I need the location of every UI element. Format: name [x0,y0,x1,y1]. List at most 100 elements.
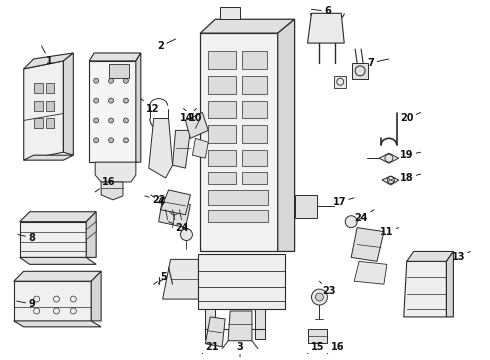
Text: 3: 3 [237,342,244,357]
Polygon shape [86,212,96,257]
Polygon shape [63,53,74,155]
Polygon shape [14,271,101,281]
Text: 23: 23 [319,281,336,296]
Text: 4: 4 [151,195,164,207]
Text: 8: 8 [18,233,35,243]
Text: 24: 24 [169,222,189,233]
Bar [34,83,43,93]
Bar [46,83,54,93]
Circle shape [109,98,114,103]
Circle shape [94,78,98,83]
Polygon shape [185,113,208,138]
Bar [208,210,268,222]
Bar [208,100,236,118]
Polygon shape [20,212,96,222]
Circle shape [109,118,114,123]
Circle shape [316,293,323,301]
Bar [242,125,267,143]
Circle shape [312,289,327,305]
Polygon shape [14,281,91,321]
Text: 16: 16 [95,177,116,192]
Polygon shape [161,190,191,215]
Circle shape [94,98,98,103]
Text: 21: 21 [202,342,219,354]
Polygon shape [24,61,63,160]
Circle shape [123,98,128,103]
Polygon shape [351,228,384,261]
Polygon shape [278,19,294,251]
Polygon shape [407,251,453,261]
Circle shape [123,138,128,143]
Text: 10: 10 [183,109,202,123]
Text: 1: 1 [42,46,53,66]
Polygon shape [200,19,294,33]
Text: 17: 17 [333,197,354,207]
Bar [308,329,327,343]
Polygon shape [379,153,399,163]
Text: 9: 9 [17,299,35,309]
Polygon shape [91,271,101,321]
Circle shape [109,138,114,143]
Bar [242,172,267,184]
Polygon shape [86,222,96,239]
Text: 22: 22 [145,195,166,205]
Polygon shape [20,222,86,257]
Polygon shape [308,13,344,43]
Bar [34,118,43,129]
Polygon shape [14,321,101,327]
Text: 19: 19 [400,150,420,160]
Polygon shape [404,261,446,317]
Bar [242,150,267,166]
Text: 7: 7 [368,58,389,68]
Polygon shape [220,7,240,19]
Text: 16: 16 [327,342,344,354]
Polygon shape [159,198,191,228]
Text: 24: 24 [354,210,374,223]
Polygon shape [136,53,141,162]
Polygon shape [172,130,191,168]
Polygon shape [149,118,172,178]
Polygon shape [294,195,318,218]
Text: 5: 5 [154,272,167,284]
Bar [109,64,129,78]
Text: 12: 12 [141,99,159,113]
Polygon shape [193,138,208,158]
Circle shape [345,216,357,228]
Polygon shape [20,257,96,264]
Bar [242,100,267,118]
Bar [208,125,236,143]
Bar [46,118,54,129]
Circle shape [123,118,128,123]
Text: 13: 13 [452,251,470,262]
Polygon shape [382,176,399,185]
Polygon shape [205,309,215,339]
Text: 2: 2 [157,39,175,51]
Polygon shape [163,260,198,299]
Polygon shape [198,255,285,309]
Bar [34,100,43,111]
Circle shape [109,78,114,83]
Polygon shape [89,61,136,162]
Bar [352,63,368,79]
Polygon shape [89,53,141,61]
Text: 11: 11 [380,226,399,237]
Bar [208,76,236,94]
Text: 6: 6 [312,6,331,16]
Polygon shape [354,261,387,284]
Text: 20: 20 [400,113,420,123]
Polygon shape [24,155,74,160]
Text: 15: 15 [308,342,324,354]
Bar [46,100,54,111]
Bar [208,172,236,184]
Text: 14: 14 [180,109,196,123]
Polygon shape [446,251,453,317]
Circle shape [180,229,193,240]
Polygon shape [228,311,252,341]
Circle shape [123,78,128,83]
Polygon shape [255,309,265,339]
Circle shape [94,118,98,123]
Polygon shape [200,33,278,251]
Bar [242,51,267,69]
Polygon shape [24,53,74,69]
Circle shape [94,138,98,143]
